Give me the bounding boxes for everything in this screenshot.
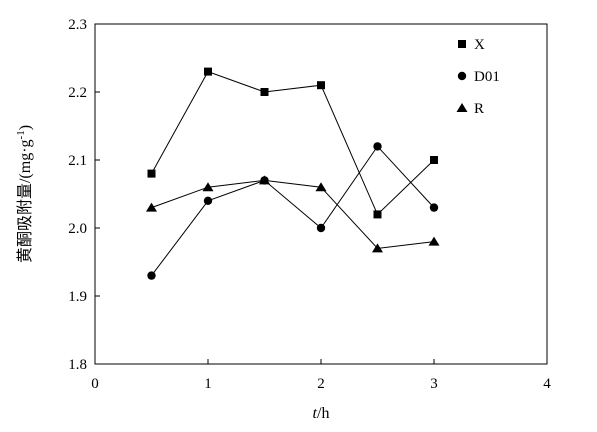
y-tick-label: 2.3 (68, 17, 87, 33)
y-tick-label: 2.0 (68, 221, 87, 237)
data-point-x (373, 210, 382, 219)
x-tick-label: 0 (91, 376, 99, 392)
y-tick-label: 2.2 (68, 85, 87, 101)
data-point-x (260, 88, 269, 96)
data-point-r (146, 202, 157, 212)
series-r (146, 175, 440, 253)
data-point-x (317, 81, 325, 90)
legend-item-d01: D01 (457, 69, 500, 85)
series-line-r (151, 179, 435, 249)
series-d01 (147, 142, 439, 280)
x-tick-label: 2 (317, 376, 325, 392)
data-point-d01 (147, 271, 156, 280)
data-point-d01 (429, 203, 439, 212)
data-point-d01 (203, 196, 213, 205)
legend-label-r: R (474, 101, 484, 117)
data-point-x (147, 169, 156, 178)
data-point-d01 (373, 142, 382, 151)
x-axis-variable: t (313, 405, 318, 422)
data-point-x (204, 67, 212, 76)
x-tick-label: 4 (543, 376, 551, 392)
data-point-r (202, 182, 214, 192)
data-point-r (315, 182, 327, 192)
x-tick-label: 1 (204, 376, 212, 392)
legend-marker-d01 (457, 71, 467, 81)
y-axis-title: 黄酮吸附量/(mg·g-1) (15, 125, 34, 263)
legend-marker-x (458, 40, 466, 48)
y-axis-title-close: ) (17, 125, 34, 130)
x-axis-title: t/h (313, 405, 330, 422)
data-point-r (372, 243, 383, 253)
x-axis-unit: /h (317, 405, 329, 422)
series-line-x (151, 70, 435, 216)
y-tick-label: 1.8 (68, 357, 87, 373)
legend-label-d01: D01 (474, 69, 500, 85)
data-point-d01 (316, 223, 326, 233)
series-line-d01 (151, 145, 435, 276)
series-x (147, 67, 438, 219)
y-tick-label: 2.1 (68, 153, 87, 169)
legend: X D01 R (456, 37, 500, 117)
data-point-r (259, 175, 270, 185)
y-axis: 1.8 1.9 2.0 2.1 2.2 2.3 (68, 17, 100, 373)
x-tick-label: 3 (430, 376, 438, 392)
legend-item-r: R (456, 101, 484, 117)
legend-label-x: X (474, 37, 485, 53)
series-layer (146, 67, 440, 280)
data-point-x (430, 156, 438, 164)
data-point-r (428, 236, 440, 246)
legend-item-x: X (458, 37, 485, 53)
y-tick-label: 1.9 (68, 289, 87, 305)
legend-marker-r (456, 103, 468, 112)
x-axis: 0 1 2 3 4 (91, 359, 551, 392)
y-axis-title-superscript: -1 (15, 130, 27, 139)
y-axis-title-main: 黄酮吸附量/(mg·g (16, 139, 34, 263)
